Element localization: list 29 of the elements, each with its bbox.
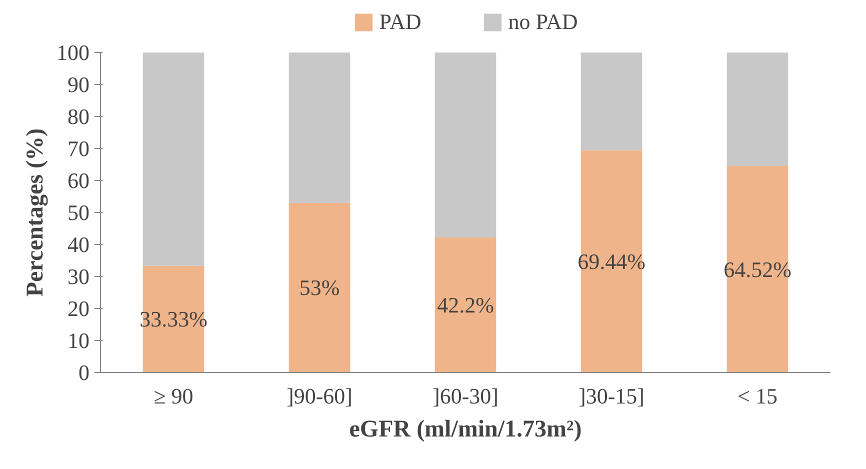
y-tick-label: 70 [68, 136, 90, 161]
y-axis-title: Percentages (%) [22, 128, 48, 297]
y-tick-label: 50 [68, 200, 90, 225]
x-tick-label: < 15 [738, 384, 778, 408]
x-axis-title: eGFR (ml/min/1.73m²) [349, 416, 582, 442]
y-tick-label: 40 [68, 232, 90, 257]
data-label: 53% [299, 275, 340, 300]
bar [580, 52, 642, 150]
bar [288, 52, 350, 203]
legend-label: PAD [379, 9, 422, 35]
y-tick-label: 0 [78, 360, 90, 385]
bar [434, 52, 496, 238]
legend-label: no PAD [508, 9, 578, 35]
y-tick-label: 80 [68, 104, 90, 129]
y-tick-label: 10 [68, 328, 90, 353]
y-tick-label: 60 [68, 168, 90, 193]
bar [434, 237, 496, 372]
x-tick-label: ]30-15] [578, 384, 644, 408]
y-tick-label: 100 [56, 40, 90, 65]
bar [142, 52, 204, 266]
x-tick-label: ]90-60] [286, 384, 352, 408]
x-tick-label: ]60-30] [432, 384, 498, 408]
y-tick-label: 30 [68, 264, 90, 289]
data-label: 42.2% [437, 292, 494, 318]
bar [288, 202, 350, 372]
bar [726, 52, 788, 166]
y-tick-label: 20 [68, 296, 90, 321]
y-tick-label: 90 [68, 72, 90, 97]
x-tick-label: ≥ 90 [154, 384, 194, 408]
